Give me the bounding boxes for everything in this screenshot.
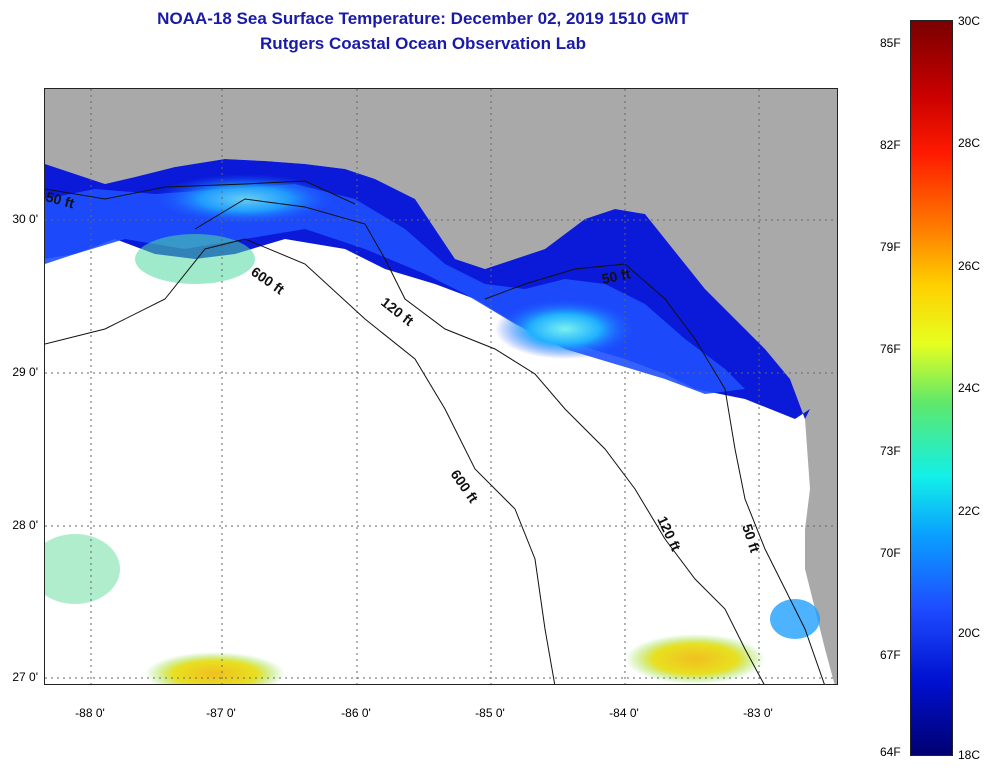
lon-label: -85 0' [475, 706, 505, 720]
colorbar-c-label: 26C [958, 259, 981, 273]
colorbar-c-label: 24C [958, 381, 981, 395]
colorbar-f-label: 82F [880, 138, 901, 152]
lat-label: 29 0' [12, 365, 38, 379]
lon-label: -83 0' [743, 706, 773, 720]
lat-label: 27 0' [12, 670, 38, 684]
sst-map: 50 ft 600 ft 120 ft 50 ft 600 ft 120 ft … [44, 88, 838, 685]
colorbar-f-label: 67F [880, 648, 901, 662]
contour-label: 50 ft [45, 188, 76, 211]
contour-label: 50 ft [600, 265, 632, 287]
map-title: NOAA-18 Sea Surface Temperature: Decembe… [157, 9, 689, 28]
colorbar-f-label: 85F [880, 36, 901, 50]
colorbar-c-label: 30C [958, 14, 981, 28]
green-patch-sw [45, 534, 120, 604]
contour-50ft-west [45, 180, 356, 205]
colorbar-c-label: 22C [958, 504, 981, 518]
contour-label: 600 ft [448, 467, 482, 506]
sst-map-canvas: 50 ft 600 ft 120 ft 50 ft 600 ft 120 ft … [45, 89, 837, 684]
contour-600ft [45, 238, 556, 684]
lat-label: 28 0' [12, 518, 38, 532]
colorbar-c-label: 28C [958, 136, 981, 150]
depth-contours [45, 180, 825, 684]
contour-label: 120 ft [378, 294, 417, 329]
lat-label: 30 0' [12, 212, 38, 226]
temperature-colorbar [910, 20, 953, 756]
colorbar-f-label: 73F [880, 444, 901, 458]
land-mass [45, 89, 837, 684]
graticule [45, 89, 837, 684]
lon-label: -88 0' [75, 706, 105, 720]
colorbar-f-label: 70F [880, 546, 901, 560]
blue-patch-se [770, 599, 820, 639]
contour-label: 50 ft [739, 522, 763, 555]
contour-120ft [194, 198, 765, 684]
lon-label: -86 0' [341, 706, 371, 720]
colorbar-c-label: 18C [958, 748, 981, 762]
lon-label: -84 0' [609, 706, 639, 720]
warm-patch [145, 652, 285, 684]
cyan-plume [495, 299, 635, 359]
colorbar-c-label: 20C [958, 626, 981, 640]
warm-patch-east [625, 634, 765, 684]
map-subtitle: Rutgers Coastal Ocean Observation Lab [260, 34, 586, 53]
contour-label: 120 ft [654, 514, 684, 554]
colorbar-f-label: 76F [880, 342, 901, 356]
contour-50ft-east [484, 263, 825, 684]
green-patch [135, 234, 255, 284]
lon-label: -87 0' [206, 706, 236, 720]
contour-label: 600 ft [248, 263, 287, 297]
colorbar-f-label: 79F [880, 240, 901, 254]
colorbar-f-label: 64F [880, 745, 901, 759]
